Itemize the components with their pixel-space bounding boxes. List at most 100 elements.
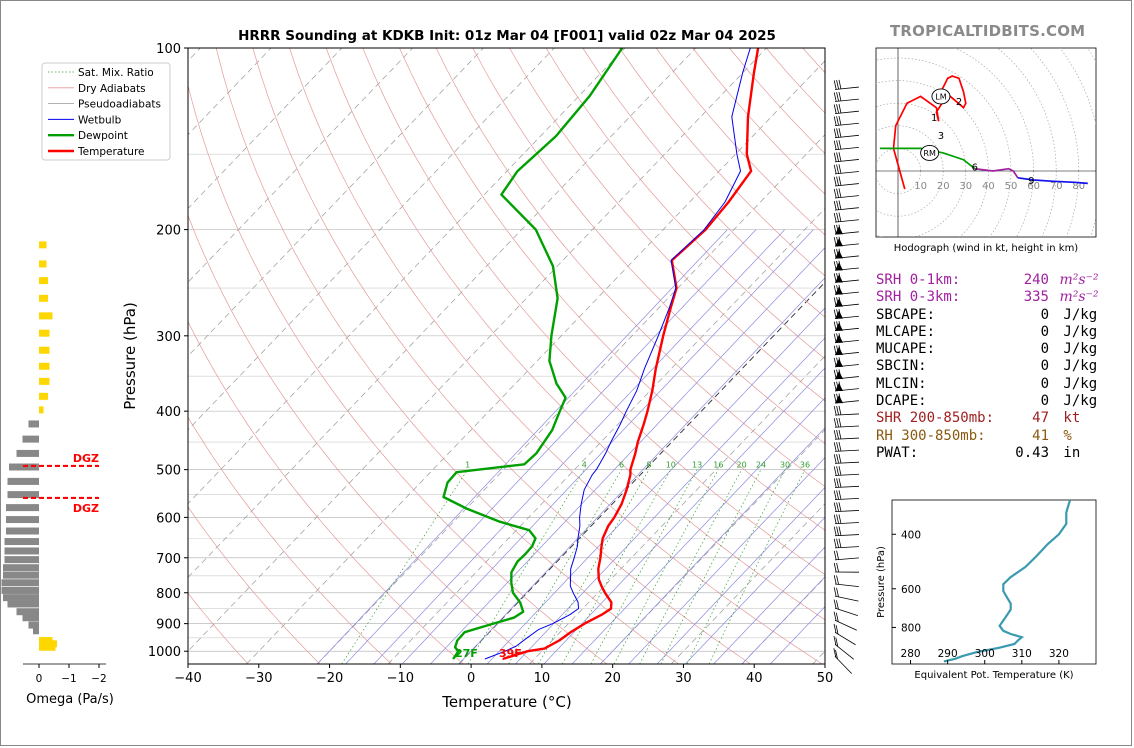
barb-feather [838,212,842,222]
omega-bar [39,277,48,285]
barb-feather [836,538,839,548]
y-tick-label: 100 [156,42,181,57]
hodo-trace [1017,176,1088,185]
stat-label: RH 300-850mb: [876,427,986,444]
barb-staff [834,183,859,187]
theta-e-y-tick-label: 600 [901,584,921,596]
barb-feather [836,575,839,585]
mixing-ratio-label: 8 [646,461,651,470]
theta-e-trace [943,499,1072,663]
barb-staff [834,171,859,175]
barb-feather [833,550,837,560]
barb-feather [836,92,839,102]
omega-bar [39,406,44,414]
barb-feather [836,526,839,536]
omega-bar [39,392,48,400]
wind-barb [833,611,857,631]
stat-unit: J/kg [1055,393,1098,410]
mixing-ratio-label: 16 [713,461,723,470]
barb-feather [836,176,839,186]
skewt-frame [187,47,826,665]
theta-e-x-tick-label: 280 [901,648,921,660]
stat-label: MLCIN: [876,375,927,392]
dry-adiabat-line [188,416,392,664]
barb-pennant [835,358,843,367]
barb-feather [836,466,839,476]
y-tick-label: 200 [156,224,181,239]
stat-value: 0 [1040,375,1049,392]
stat-label: SBCAPE: [876,306,936,323]
hodo-ring-label: 20 [937,181,950,192]
barb-feather [836,442,839,452]
barb-pennant [835,334,843,343]
hodo-ring-label: 40 [982,181,995,192]
wind-barb [833,587,859,602]
stat-unit: in [1055,444,1081,461]
mixing-ratio-label: 10 [666,461,676,470]
hodograph: 10 20 30 40 50 60 70 80 1 2 3 6 9 LM RM Hodograph (win… [875,47,1097,254]
dry-adiabat-line [289,48,823,664]
hodograph-rings-and-traces: 10 20 30 40 50 60 70 80 1 2 3 6 9 LM RM [876,48,1096,237]
legend-label: Temperature [77,146,145,158]
dry-adiabat-line [472,48,825,444]
barb-feather [838,417,842,428]
barb-feather [836,587,839,597]
wind-barb [833,478,859,488]
theta-e-x-tick-label: 290 [938,648,958,660]
wind-barbs [833,79,860,674]
stat-unit: kt [1055,410,1081,427]
barb-staff [834,146,859,151]
stat-value: 240 [1023,272,1049,288]
barb-feather [833,442,837,452]
barb-feather [835,649,838,660]
barb-feather [833,562,837,573]
stat-row: MLCIN: 0 J/kg [876,376,1099,393]
mixing-ratio-line [660,469,762,664]
x-tick-label: 50 [817,671,834,686]
wind-barb [833,429,859,440]
dry-adiabat-line [188,320,464,664]
barb-feather [833,490,837,500]
barb-staff [834,134,859,139]
barb-feather [838,405,842,415]
pseudoadiabat-line [685,516,825,664]
barb-staff [834,461,859,464]
stat-label: MUCAPE: [876,341,936,358]
barb-feather [838,454,842,464]
wind-barb [833,441,859,452]
barb-feather [838,490,842,500]
barb-feather [833,152,837,162]
barb-pennant [835,274,843,283]
barb-staff [834,546,859,549]
legend-label: Dewpoint [78,130,128,142]
isotherm-line [246,60,825,664]
omega-bar [39,346,50,354]
barb-pennant [835,250,843,259]
dry-adiabat-line [325,48,825,621]
dry-adiabat-line [545,48,825,360]
isotherm-line [188,48,343,209]
wind-barb [833,321,859,332]
wind-barb [833,224,859,235]
omega-bar [39,377,50,385]
stat-value: 47 [1032,410,1049,427]
barb-staff [834,110,859,114]
wind-barb [833,357,859,368]
omega-bar [6,504,39,512]
mixing-ratio-label: 1 [465,461,470,470]
x-tick-label: −30 [245,671,272,686]
barb-feather [836,116,839,126]
stat-unit: m²s⁻² [1055,289,1099,306]
stat-row: SBCIN: 0 J/kg [876,358,1099,375]
barb-feather [833,164,837,174]
stat-label: DCAPE: [876,393,927,410]
legend-label: Dry Adiabats [78,83,146,95]
barb-feather [833,466,837,476]
wind-barb [833,562,860,573]
trace-dewpoint [442,48,624,660]
x-tick-label: 20 [604,671,621,686]
pseudoadiabat-line [345,229,757,664]
wind-barb [833,575,859,588]
barb-feather [833,430,837,440]
dry-adiabat-line [188,214,536,664]
